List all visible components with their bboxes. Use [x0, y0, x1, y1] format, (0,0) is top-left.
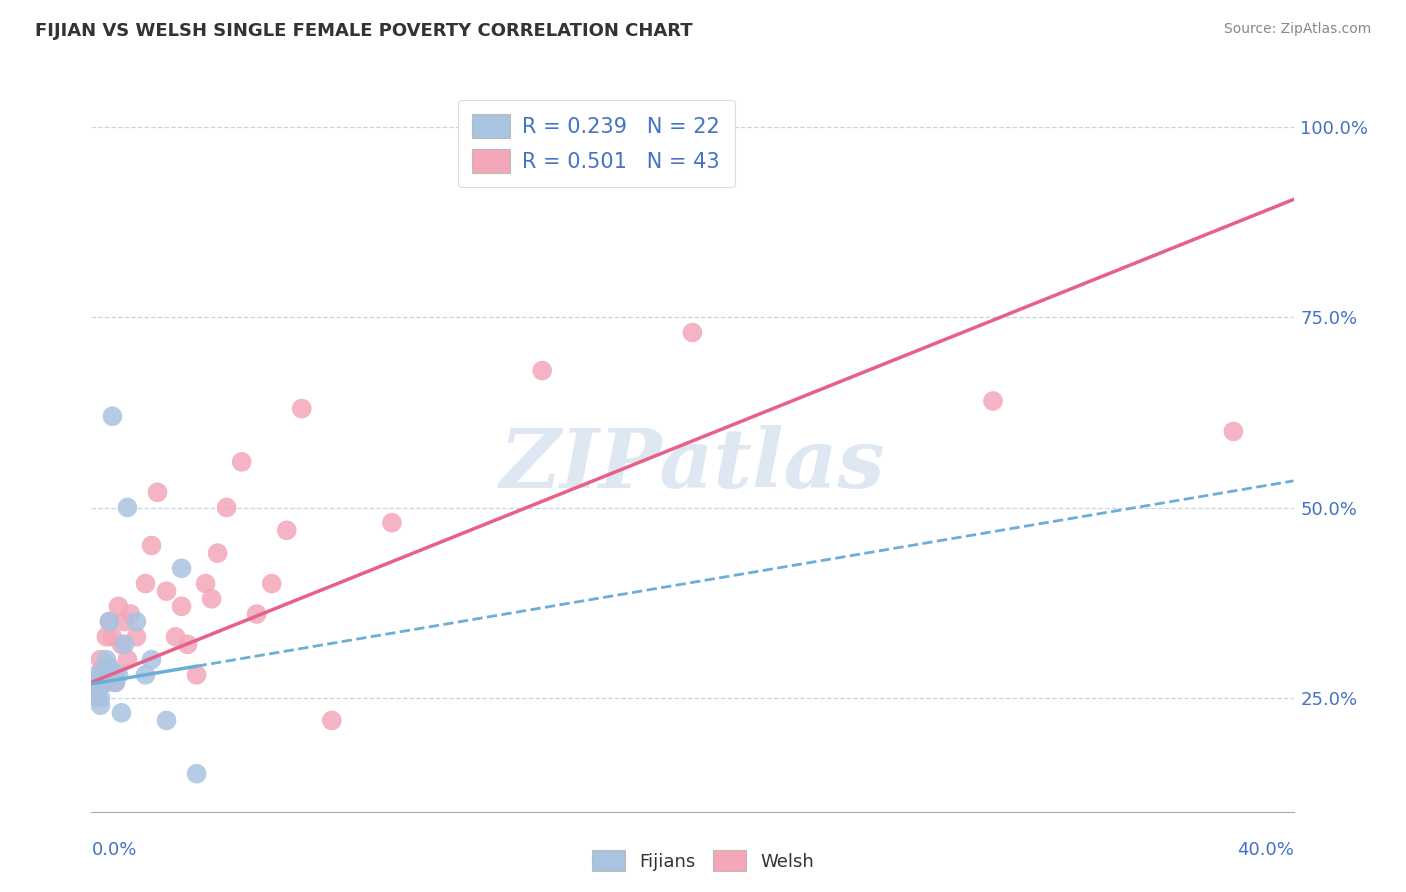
Point	[86, 668, 108, 682]
Point	[114, 615, 136, 629]
Point	[101, 409, 124, 424]
Point	[96, 675, 118, 690]
Point	[101, 630, 124, 644]
Point	[146, 485, 169, 500]
Point	[96, 630, 118, 644]
Point	[117, 500, 139, 515]
Point	[170, 599, 193, 614]
Point	[165, 630, 187, 644]
Point	[215, 500, 238, 515]
Point	[98, 615, 121, 629]
Point	[120, 607, 142, 621]
Point	[104, 675, 127, 690]
Point	[186, 668, 208, 682]
Point	[89, 690, 111, 705]
Point	[155, 714, 177, 728]
Point	[981, 394, 1004, 409]
Point	[104, 675, 127, 690]
Text: 0.0%: 0.0%	[91, 840, 136, 859]
Point	[125, 630, 148, 644]
Point	[681, 326, 703, 340]
Point	[83, 675, 105, 690]
Point	[186, 766, 208, 780]
Point	[125, 615, 148, 629]
Text: ZIPatlas: ZIPatlas	[499, 425, 886, 505]
Point	[83, 675, 105, 690]
Point	[155, 584, 177, 599]
Point	[98, 660, 121, 674]
Y-axis label: Single Female Poverty: Single Female Poverty	[0, 359, 8, 542]
Point	[134, 668, 156, 682]
Point	[110, 637, 132, 651]
Text: 40.0%: 40.0%	[1237, 840, 1294, 859]
Point	[96, 675, 118, 690]
Point	[83, 683, 105, 698]
Point	[86, 683, 108, 698]
Point	[104, 668, 127, 682]
Point	[114, 637, 136, 651]
Point	[93, 668, 115, 682]
Point	[107, 668, 129, 682]
Point	[260, 576, 283, 591]
Point	[89, 698, 111, 713]
Point	[110, 706, 132, 720]
Point	[276, 524, 298, 538]
Point	[98, 660, 121, 674]
Point	[134, 576, 156, 591]
Point	[170, 561, 193, 575]
Point	[86, 668, 108, 682]
Point	[531, 363, 554, 377]
Point	[98, 615, 121, 629]
Point	[194, 576, 217, 591]
Point	[141, 539, 163, 553]
Point	[246, 607, 269, 621]
Point	[1222, 425, 1244, 439]
Point	[107, 599, 129, 614]
Point	[96, 652, 118, 666]
Point	[86, 690, 108, 705]
Point	[176, 637, 198, 651]
Point	[231, 455, 253, 469]
Point	[89, 652, 111, 666]
Point	[89, 675, 111, 690]
Point	[141, 652, 163, 666]
Point	[381, 516, 404, 530]
Text: Source: ZipAtlas.com: Source: ZipAtlas.com	[1223, 22, 1371, 37]
Legend: Fijians, Welsh: Fijians, Welsh	[585, 843, 821, 879]
Point	[117, 652, 139, 666]
Point	[207, 546, 229, 560]
Legend: R = 0.239   N = 22, R = 0.501   N = 43: R = 0.239 N = 22, R = 0.501 N = 43	[458, 100, 735, 187]
Point	[291, 401, 314, 416]
Text: FIJIAN VS WELSH SINGLE FEMALE POVERTY CORRELATION CHART: FIJIAN VS WELSH SINGLE FEMALE POVERTY CO…	[35, 22, 693, 40]
Point	[201, 591, 224, 606]
Point	[321, 714, 343, 728]
Point	[93, 660, 115, 674]
